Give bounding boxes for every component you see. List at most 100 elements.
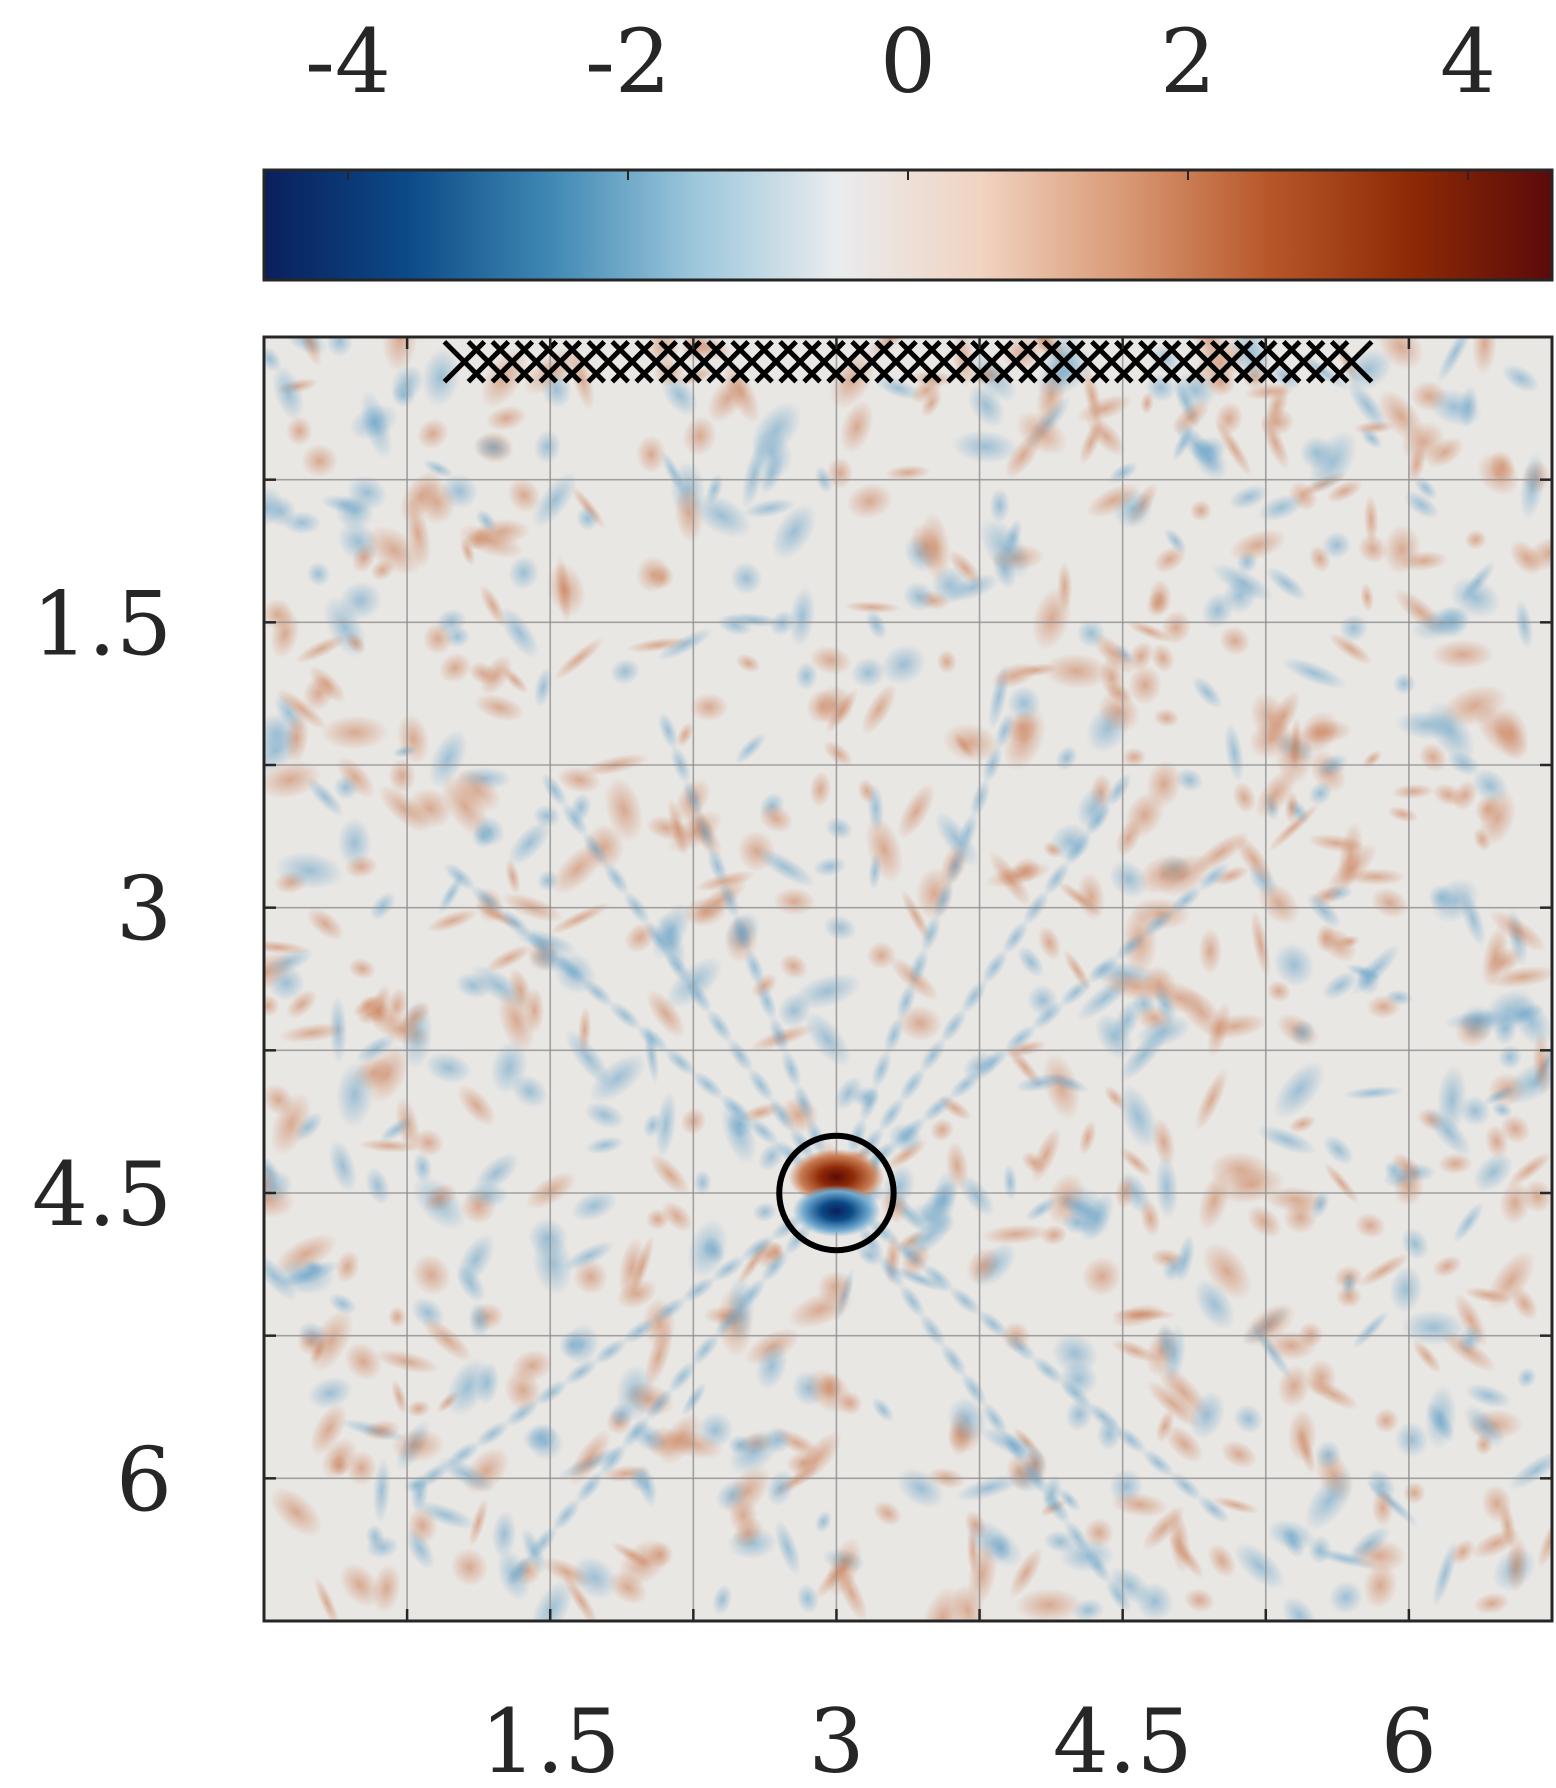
- streak-speckle: [921, 1093, 954, 1123]
- streak-speckle: [883, 1016, 905, 1055]
- noise-speckle: [1426, 1402, 1456, 1443]
- noise-speckle: [655, 1091, 677, 1159]
- noise-speckle: [752, 429, 793, 479]
- streak-speckle: [756, 982, 777, 1021]
- noise-speckle: [562, 1241, 615, 1271]
- noise-speckle: [391, 1379, 408, 1415]
- streak-speckle: [893, 1117, 927, 1146]
- noise-speckle: [1509, 539, 1543, 576]
- streak-speckle: [976, 1309, 1009, 1339]
- axis-ticks: [264, 337, 1552, 1621]
- noise-speckle: [814, 1510, 833, 1533]
- streak-speckle: [1002, 1431, 1029, 1466]
- colorbar: -4 -2 0 2 4: [262, 10, 1554, 282]
- noise-speckle: [1487, 965, 1552, 989]
- noise-speckle: [533, 804, 561, 828]
- noise-speckle: [667, 797, 689, 858]
- streak-speckle: [667, 1360, 697, 1394]
- noise-speckle: [1281, 1596, 1318, 1621]
- noise-speckle: [1105, 682, 1133, 705]
- noise-speckle: [372, 1457, 391, 1524]
- noise-speckle: [843, 601, 902, 614]
- noise-speckle: [951, 430, 1019, 464]
- noise-speckle: [390, 1428, 445, 1463]
- noise-speckle: [676, 722, 694, 748]
- noise-speckle: [511, 1074, 549, 1109]
- noise-speckle: [743, 498, 796, 519]
- noise-speckle: [792, 1430, 843, 1486]
- noise-speckle: [1499, 1114, 1531, 1144]
- noise-speckle: [1208, 1151, 1273, 1189]
- noise-speckle: [875, 376, 921, 400]
- noise-speckle: [1287, 1408, 1317, 1463]
- noise-speckle: [1294, 351, 1351, 391]
- noise-speckle: [264, 486, 283, 529]
- noise-speckle: [325, 337, 354, 358]
- noise-speckle: [635, 435, 667, 474]
- noise-speckle: [473, 434, 513, 462]
- noise-speckle: [902, 581, 935, 612]
- streak-speckle: [1105, 1578, 1132, 1614]
- noise-speckle: [1257, 881, 1301, 926]
- noise-speckle: [306, 777, 344, 817]
- streak-speckle: [731, 914, 753, 953]
- noise-speckle: [1002, 1163, 1018, 1201]
- noise-speckle: [618, 1236, 646, 1300]
- noise-speckle: [1321, 531, 1352, 560]
- noise-speckle: [861, 683, 897, 735]
- streak-speckle: [416, 1461, 451, 1489]
- noise-speckle: [453, 768, 501, 812]
- streak-speckle: [714, 1305, 743, 1338]
- noise-speckle: [1135, 1581, 1175, 1621]
- noise-speckle: [532, 472, 578, 529]
- noise-speckle: [264, 760, 322, 800]
- x-tick-label: 3: [808, 1690, 864, 1788]
- streak-speckle: [534, 1379, 569, 1406]
- noise-speckle: [338, 581, 383, 621]
- streak-speckle: [498, 908, 531, 938]
- noise-speckle: [1100, 971, 1171, 1002]
- noise-speckle: [1265, 566, 1308, 601]
- noise-speckle: [936, 649, 958, 674]
- noise-speckle: [825, 816, 853, 840]
- noise-speckle: [313, 1575, 341, 1621]
- streak-speckle: [563, 1358, 598, 1386]
- plot-border: [262, 335, 1554, 1623]
- streak-speckle: [976, 1047, 1009, 1077]
- noise-speckle: [1459, 1095, 1491, 1127]
- noise-speckle: [1228, 484, 1269, 510]
- noise-speckle: [328, 1293, 357, 1315]
- noise-speckle: [278, 1022, 347, 1043]
- noise-speckle: [774, 1519, 801, 1576]
- streak-speckle: [960, 979, 988, 1014]
- noise-speckle: [479, 584, 506, 627]
- noise-speckle: [475, 1361, 500, 1406]
- noise-speckle: [548, 902, 611, 935]
- noise-speckle: [485, 405, 527, 431]
- streak-speckle: [504, 1400, 539, 1427]
- noise-speckle: [1042, 653, 1111, 690]
- noise-speckle: [1150, 643, 1175, 673]
- noise-speckle: [921, 1586, 965, 1621]
- streak-speckle: [540, 772, 568, 808]
- noise-speckle: [754, 847, 816, 888]
- noise-speckle: [1452, 1201, 1485, 1244]
- noise-speckle: [533, 429, 562, 464]
- noise-speckle: [965, 1247, 1001, 1285]
- noise-speckle: [1076, 872, 1106, 922]
- noise-speckle: [645, 1208, 670, 1231]
- noise-speckle: [868, 852, 882, 890]
- noise-speckle: [1232, 781, 1257, 814]
- x-tick-label: 4.5: [1053, 1690, 1193, 1788]
- noise-speckle: [1478, 788, 1517, 847]
- noise-speckle: [1347, 381, 1388, 431]
- noise-speckle: [715, 1479, 749, 1512]
- noise-speckle: [610, 1541, 654, 1569]
- streak-speckle: [1064, 1519, 1091, 1555]
- x-tick-label: 6: [1381, 1690, 1437, 1788]
- noise-speckle: [1481, 1484, 1512, 1523]
- streak-speckle: [1031, 1356, 1065, 1385]
- noise-speckle: [867, 783, 885, 833]
- noise-speckle: [1206, 1001, 1232, 1058]
- noise-speckle: [1449, 1539, 1476, 1565]
